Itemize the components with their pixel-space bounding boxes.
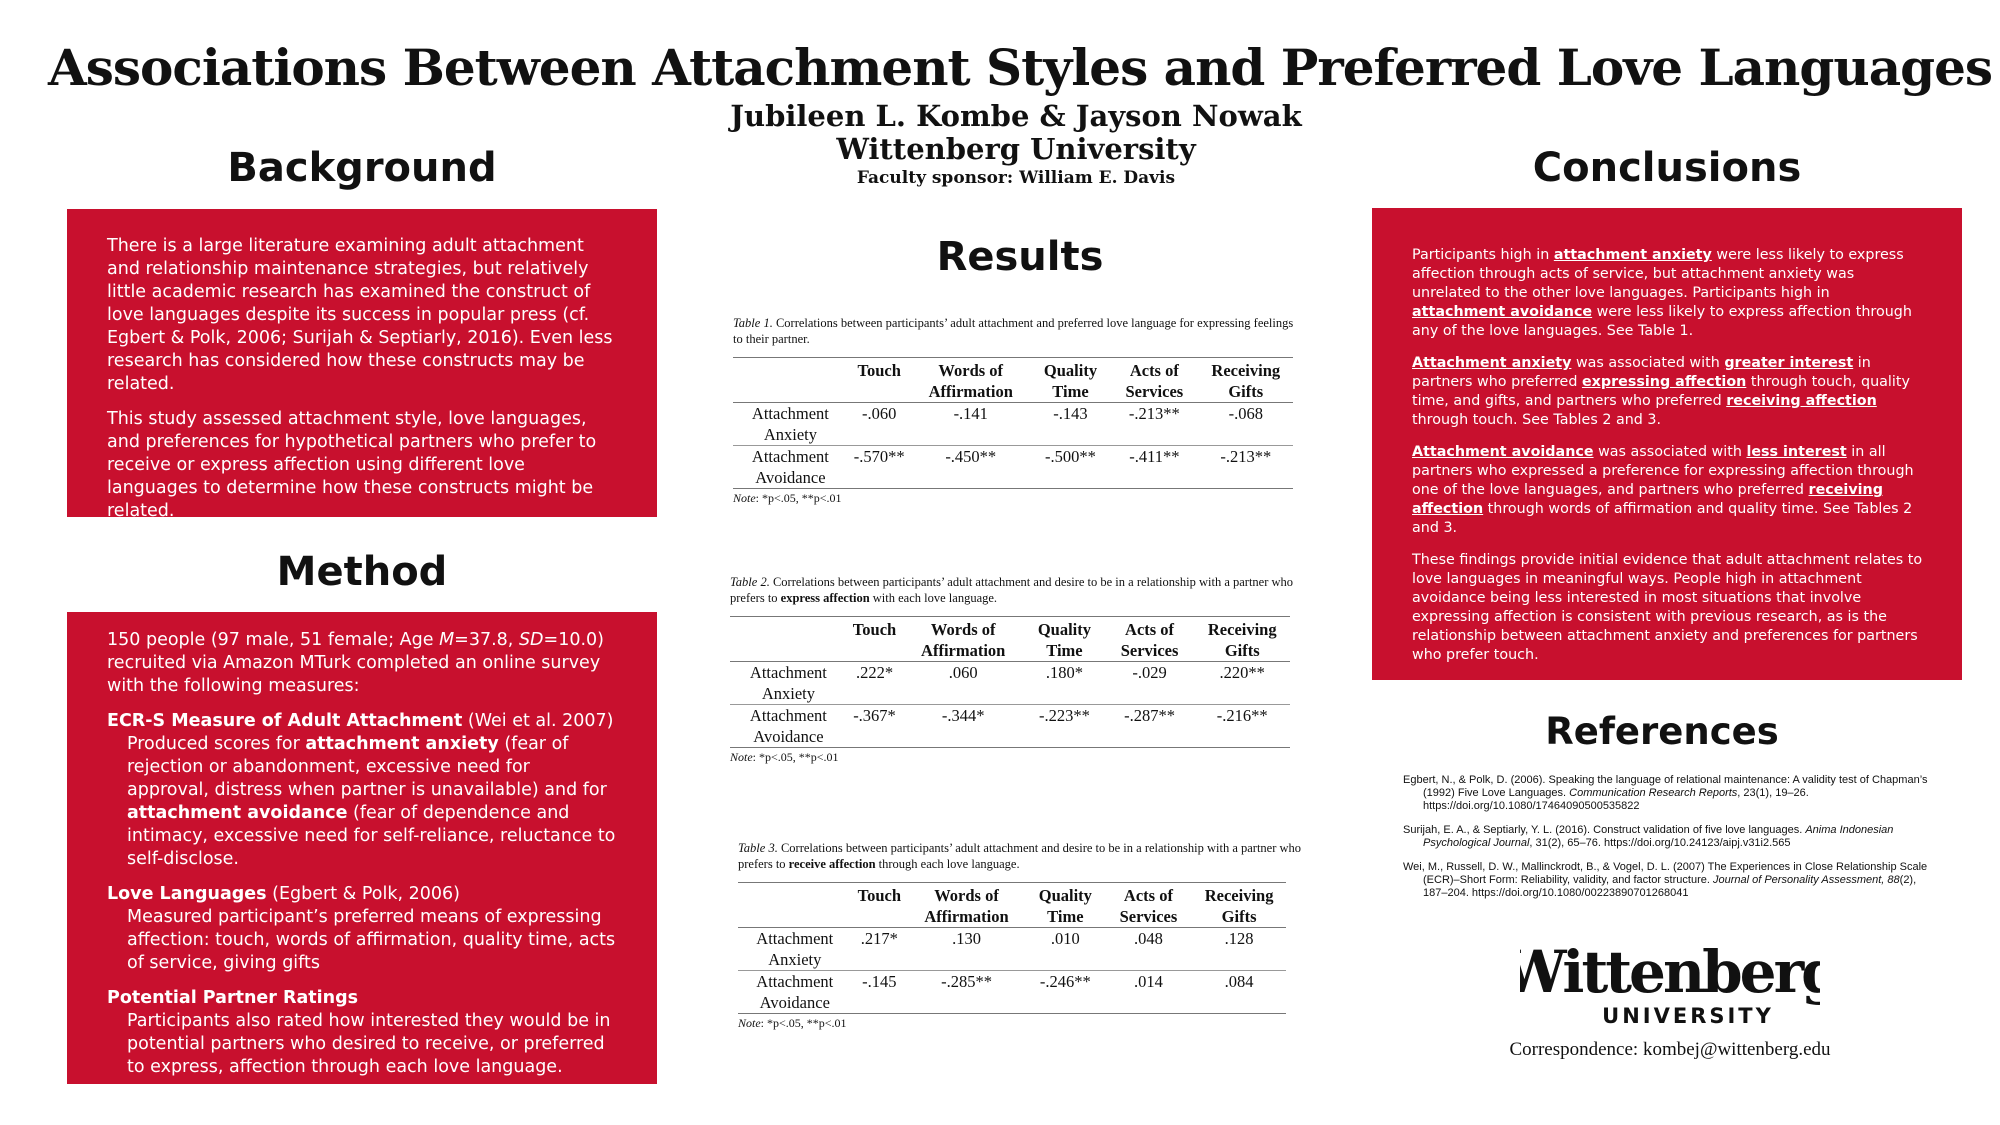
conclusion-paragraph-1: Participants high in attachment anxiety … — [1412, 247, 1912, 339]
measure-love-languages-body: Measured participant’s preferred means o… — [127, 907, 616, 973]
faculty-sponsor: Faculty sponsor: William E. Davis — [856, 168, 1176, 188]
results-heading: Results — [936, 234, 1104, 280]
measure-ecr-body: Produced scores for attachment anxiety (… — [127, 734, 616, 869]
method-panel: 150 people (97 male, 51 female; Age M=37… — [67, 612, 657, 1084]
references-list: Egbert, N., & Polk, D. (2006). Speaking … — [1403, 774, 1943, 911]
table-row: Attachment Avoidance -.145 -.285** -.246**.… — [738, 970, 1286, 1014]
table-3-note: Note: *p<.05, **p<.01 — [738, 1016, 847, 1030]
measure-love-languages-title: Love Languages (Egbert & Polk, 2006) — [107, 884, 460, 904]
logo-subtext: UNIVERSITY — [1602, 1004, 1774, 1028]
table-row: Attachment Avoidance -.367* -.344* -.223** -… — [730, 704, 1290, 748]
conclusion-paragraph-3: Attachment avoidance was associated with… — [1412, 444, 1914, 536]
author-block: Jubileen L. Kombe & Jayson Nowak Wittenb… — [0, 100, 2000, 166]
conclusion-paragraph-4: These findings provide initial evidence … — [1412, 552, 1923, 663]
authors: Jubileen L. Kombe & Jayson Nowak — [730, 99, 1302, 133]
measure-ecr-title: ECR-S Measure of Adult Attachment (Wei e… — [107, 711, 614, 731]
table-3-caption: Table 3. Correlations between participan… — [738, 841, 1302, 871]
table-1-note: Note: *p<.05, **p<.01 — [733, 491, 842, 505]
reference-item: Egbert, N., & Polk, D. (2006). Speaking … — [1403, 774, 1928, 812]
table-2-note: Note: *p<.05, **p<.01 — [730, 750, 839, 764]
table-row: Attachment Anxiety -.060 -.141 -.143 -.213**… — [733, 402, 1293, 446]
institution: Wittenberg University — [836, 132, 1196, 166]
conclusions-heading: Conclusions — [1532, 145, 1802, 191]
table-2-caption: Table 2. Correlations between participan… — [730, 575, 1294, 605]
conclusions-panel: Participants high in attachment anxiety … — [1372, 208, 1962, 680]
table-3: Table 3. Correlations between participan… — [738, 840, 1308, 1031]
measure-partner-ratings-body: Participants also rated how interested t… — [127, 1011, 611, 1077]
background-paragraph-1: There is a large literature examining ad… — [107, 236, 613, 394]
background-heading: Background — [227, 145, 497, 191]
correspondence: Correspondence: kombej@wittenberg.edu — [1509, 1039, 1831, 1060]
method-heading: Method — [276, 549, 448, 595]
references-heading: References — [1545, 710, 1779, 753]
wittenberg-logo: Wittenberg UNIVERSITY — [1520, 938, 1820, 1028]
method-intro: 150 people (97 male, 51 female; Age M=37… — [107, 630, 604, 696]
table-2: Table 2. Correlations between participan… — [730, 574, 1300, 765]
reference-item: Surijah, E. A., & Septiarly, Y. L. (2016… — [1403, 824, 1894, 849]
table-row: Attachment Avoidance -.570** -.450** -.500*… — [733, 445, 1293, 489]
table-row: Attachment Anxiety .222* .060.180* -.029.22… — [730, 661, 1290, 705]
poster-title: Associations Between Attachment Styles a… — [47, 38, 1993, 97]
reference-item: Wei, M., Russell, D. W., Mallinckrodt, B… — [1403, 861, 1928, 899]
table-1: Table 1. Correlations between participan… — [733, 315, 1303, 506]
table-1-caption: Table 1. Correlations between participan… — [733, 316, 1294, 346]
background-panel: There is a large literature examining ad… — [67, 209, 657, 521]
conclusion-paragraph-2: Attachment anxiety was associated with g… — [1412, 355, 1910, 428]
background-paragraph-2: This study assessed attachment style, lo… — [107, 409, 597, 521]
logo-wordmark: Wittenberg — [1520, 938, 1820, 1006]
table-row: Attachment Anxiety .217* .130.010.048.128 — [738, 927, 1286, 971]
measure-partner-ratings-title: Potential Partner Ratings — [107, 988, 359, 1008]
